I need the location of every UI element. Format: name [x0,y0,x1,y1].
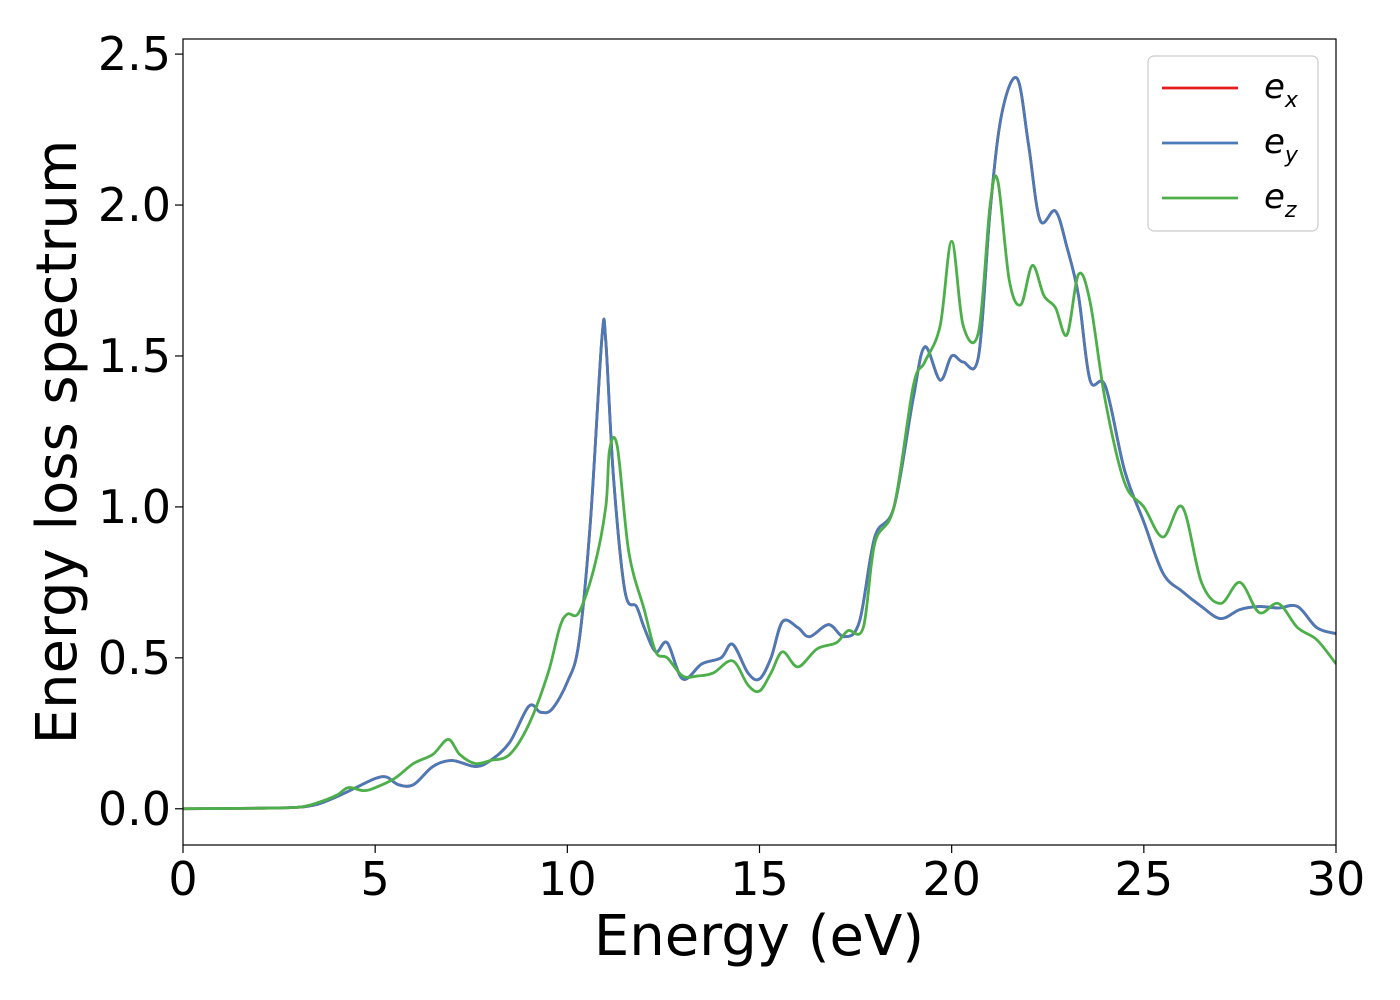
y-tick-label: 2.5 [98,27,171,81]
legend-label-x: ex [1264,67,1299,113]
x-tick-label: 30 [1307,852,1366,906]
legend: ex ey ez [1147,55,1319,232]
x-axis-label: Energy (eV) [594,904,924,969]
x-tick-label: 25 [1115,852,1174,906]
y-tick-label: 0.0 [98,782,171,836]
series-line-z [183,174,1336,811]
x-tick-label: 20 [922,852,981,906]
y-tick-label: 2.0 [98,178,171,232]
x-tick-label: 10 [538,852,597,906]
y-axis-label: Energy loss spectrum [25,140,90,745]
y-tick-label: 1.5 [98,329,171,383]
x-tick-label: 0 [168,852,197,906]
legend-label-z: ez [1264,177,1297,223]
x-tick-label: 15 [730,852,789,906]
x-tick-label: 5 [361,852,390,906]
series-layer [183,76,1336,811]
y-axis: 0.0 0.5 1.0 1.5 2.0 2.5 [98,27,183,836]
y-tick-label: 1.0 [98,480,171,534]
x-axis: 0 5 10 15 20 25 30 [168,845,1365,906]
legend-label-y: ey [1264,122,1299,168]
y-tick-label: 0.5 [98,631,171,685]
